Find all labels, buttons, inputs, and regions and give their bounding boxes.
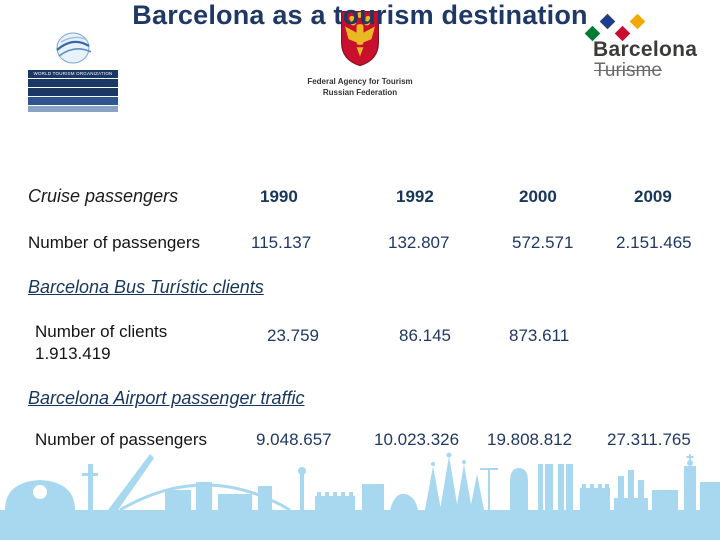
airport-value-2009: 27.311.765 — [607, 430, 691, 449]
airport-value-1990: 9.048.657 — [256, 430, 332, 449]
bus-value-1990: 23.759 — [267, 326, 319, 345]
unwto-bar-4 — [28, 97, 118, 105]
russia-caption-line1: Federal Agency for Tourism — [307, 77, 413, 86]
turisme-logo-wordmark: Turisme — [594, 60, 662, 81]
airport-value-2000: 19.808.812 — [487, 430, 573, 449]
cruise-value-1992: 132.807 — [388, 233, 450, 252]
unwto-globe-icon — [56, 32, 92, 64]
cruise-value-2000: 572.571 — [512, 233, 574, 252]
unwto-text-bars: WORLD TOURISM ORGANIZATION — [28, 70, 118, 112]
bus-value-1992: 86.145 — [399, 326, 451, 345]
russia-caption: Federal Agency for Tourism Russian Feder… — [270, 76, 450, 98]
barcelona-skyline-graphic — [0, 452, 720, 540]
year-column-2000: 2000 — [519, 187, 557, 206]
russia-caption-line2: Russian Federation — [322, 88, 398, 97]
unwto-bar-5 — [28, 106, 118, 112]
bus-turistic-section-title: Barcelona Bus Turístic clients — [28, 277, 264, 297]
slide-title: Barcelona as a tourism destination — [132, 0, 588, 30]
bus-clients-label: Number of clients — [35, 322, 168, 341]
coat-of-arms-icon — [341, 10, 379, 67]
airport-value-1992: 10.023.326 — [374, 430, 460, 449]
barcelona-turisme-logo: Barcelona Turisme — [584, 12, 715, 81]
unwto-logo: WORLD TOURISM ORGANIZATION — [28, 30, 118, 112]
year-column-1992: 1992 — [396, 187, 434, 206]
barcelona-logo-wordmark: Barcelona — [593, 38, 698, 61]
airport-section-title: Barcelona Airport passenger traffic — [28, 388, 305, 408]
unwto-bar-en: WORLD TOURISM ORGANIZATION — [28, 70, 118, 78]
year-column-2009: 2009 — [634, 187, 672, 206]
cruise-value-1990: 115.137 — [251, 233, 312, 252]
unwto-bar-2 — [28, 79, 118, 87]
cruise-row-header: Cruise passengers — [28, 186, 179, 206]
cruise-passengers-label: Number of passengers — [28, 233, 200, 252]
bus-clients-label-line2: 1.913.419 — [35, 344, 111, 363]
unwto-bar-3 — [28, 88, 118, 96]
russia-coat-of-arms — [330, 8, 390, 72]
year-column-1990: 1990 — [260, 187, 298, 206]
airport-passengers-label: Number of passengers — [35, 430, 207, 449]
bus-value-2000: 873.611 — [509, 326, 570, 345]
cruise-value-2009: 2.151.465 — [616, 233, 692, 252]
